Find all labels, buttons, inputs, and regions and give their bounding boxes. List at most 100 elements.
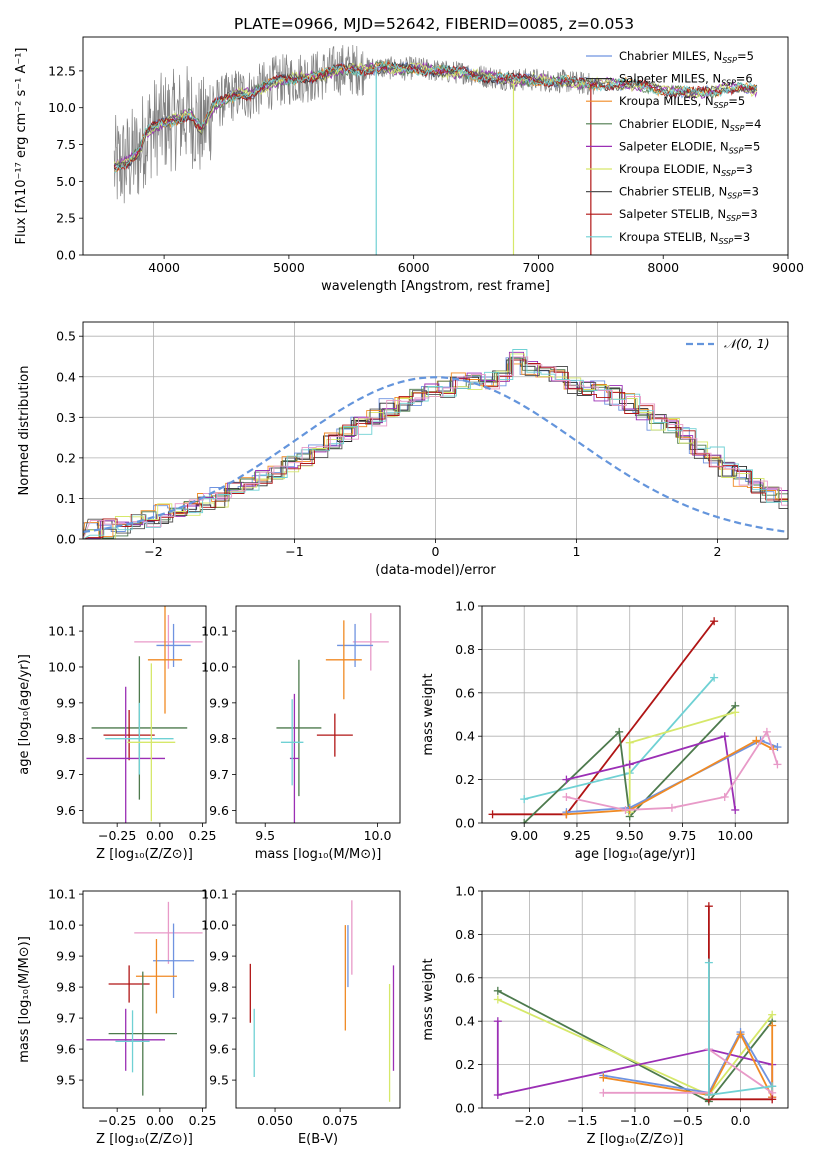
x-tick-label: 4000 bbox=[148, 260, 180, 275]
legend-label: Chabrier ELODIE, NSSP=4 bbox=[619, 117, 761, 133]
x-tick-label: 1 bbox=[573, 544, 581, 559]
residual-histogram bbox=[83, 359, 788, 539]
normal-curve bbox=[83, 376, 788, 533]
legend-label: 𝒩(0, 1) bbox=[724, 336, 770, 351]
legend-label-main: Chabrier MILES, N bbox=[619, 49, 722, 63]
x-tick-label: 0.25 bbox=[189, 828, 217, 843]
legend-label-main: Kroupa MILES, N bbox=[619, 94, 714, 108]
y-tick-label: 1.0 bbox=[455, 884, 475, 899]
y-tick-label: 9.9 bbox=[56, 695, 76, 710]
errorbar-point bbox=[108, 965, 150, 1003]
x-tick-label: −1.0 bbox=[620, 1113, 650, 1128]
panel-age-vs-mass: 9.5 10.0 9.6 9.7 9.8 9.9 10.0 10.1 mass [log₁₀(M… bbox=[201, 605, 401, 862]
y-tick-label: 0.4 bbox=[56, 369, 76, 384]
plot-area bbox=[249, 900, 395, 1102]
y-tick-label: 9.6 bbox=[209, 1042, 229, 1057]
legend-label: Chabrier MILES, NSSP=5 bbox=[619, 49, 754, 65]
legend-label-suffix: =4 bbox=[745, 117, 762, 131]
residual-histogram bbox=[83, 356, 788, 539]
x-axis-label: wavelength [Angstrom, rest frame] bbox=[321, 279, 550, 294]
x-tick-label: −1.5 bbox=[567, 1113, 597, 1128]
y-tick-label: 9.9 bbox=[56, 949, 76, 964]
mass-weight-line bbox=[492, 620, 715, 816]
panel-mass-vs-EBV: 0.050 0.075 9.5 9.6 9.7 9.8 9.9 10.0 10.1 E(B-V) bbox=[201, 887, 401, 1147]
errorbar-point bbox=[86, 686, 165, 823]
y-tick-label: 9.5 bbox=[56, 1073, 76, 1088]
y-tick-label: 0.0 bbox=[455, 816, 475, 831]
y-tick-label: 12.5 bbox=[48, 63, 76, 78]
x-tick-label: 7000 bbox=[523, 260, 555, 275]
y-tick-label: 9.8 bbox=[209, 980, 229, 995]
y-tick-label: 0.2 bbox=[455, 772, 475, 787]
x-tick-label: 0.075 bbox=[322, 1113, 358, 1128]
y-tick-label: 9.5 bbox=[209, 1073, 229, 1088]
y-axis-label: mass weight bbox=[421, 958, 436, 1040]
plot-area bbox=[83, 349, 788, 539]
x-tick-label: 9.25 bbox=[563, 828, 591, 843]
errorbar-point bbox=[108, 971, 177, 1096]
legend-label-suffix: =3 bbox=[736, 162, 753, 176]
y-tick-label: 0.8 bbox=[455, 642, 475, 657]
y-tick-label: 0.2 bbox=[455, 1057, 475, 1072]
y-tick-label: 1.0 bbox=[455, 599, 475, 614]
legend-label: Kroupa ELODIE, NSSP=3 bbox=[619, 162, 753, 178]
panel-age-vs-Z: −0.25 0.00 0.25 9.6 9.7 9.8 9.9 10.0 10.1 Z [log₁… bbox=[17, 605, 217, 862]
residual-histogram bbox=[83, 357, 788, 539]
mass-weight-line bbox=[566, 735, 737, 811]
residual-histogram bbox=[83, 356, 788, 539]
errorbar-point bbox=[325, 620, 362, 700]
y-axis-label: Normed distribution bbox=[17, 366, 32, 496]
y-tick-label: 9.8 bbox=[56, 731, 76, 746]
errorbar-point bbox=[134, 614, 203, 669]
y-tick-label: 9.6 bbox=[56, 803, 76, 818]
y-tick-label: 10.1 bbox=[201, 887, 229, 902]
x-tick-label: −2 bbox=[144, 544, 162, 559]
plot-area bbox=[488, 617, 782, 823]
legend-label-sub: SSP bbox=[726, 214, 741, 223]
mass-weight-line bbox=[566, 729, 779, 811]
panel-spectrum: 4000 5000 6000 7000 8000 9000 0.0 2.5 5.0 7.5 10.0… bbox=[14, 36, 804, 294]
errorbar-point bbox=[105, 702, 174, 775]
y-tick-label: 9.9 bbox=[209, 949, 229, 964]
y-tick-label: 10.0 bbox=[201, 918, 229, 933]
x-tick-label: 8000 bbox=[647, 260, 679, 275]
x-axis-label: Z [log₁₀(Z/Z⊙)] bbox=[96, 847, 193, 862]
errorbar-point bbox=[156, 623, 191, 667]
legend-label-suffix: =5 bbox=[743, 139, 760, 153]
y-tick-label: 9.7 bbox=[56, 767, 76, 782]
legend-label-suffix: =5 bbox=[728, 94, 745, 108]
legend-label-main: Chabrier ELODIE, N bbox=[619, 117, 730, 131]
legend-label-sub: SSP bbox=[721, 169, 736, 178]
y-tick-label: 9.7 bbox=[209, 1011, 229, 1026]
y-tick-label: 0.6 bbox=[455, 970, 475, 985]
axes-frame bbox=[82, 605, 207, 824]
legend-label-sub: SSP bbox=[730, 124, 745, 133]
axes-frame bbox=[481, 605, 789, 824]
legend-label-sub: SSP bbox=[721, 79, 736, 88]
errorbar-point bbox=[153, 923, 195, 998]
x-tick-label: 6000 bbox=[398, 260, 430, 275]
y-tick-label: 0.4 bbox=[455, 729, 475, 744]
y-tick-label: 10.0 bbox=[48, 659, 76, 674]
x-axis-label: Z [log₁₀(Z/Z⊙)] bbox=[96, 1132, 193, 1147]
errorbar-point bbox=[135, 939, 177, 1014]
axes-frame bbox=[235, 890, 401, 1109]
y-tick-label: 10.0 bbox=[201, 659, 229, 674]
y-tick-label: 0.3 bbox=[56, 410, 76, 425]
x-tick-label: 9000 bbox=[772, 260, 804, 275]
y-tick-label: 2.5 bbox=[56, 211, 76, 226]
y-tick-label: 0.2 bbox=[56, 450, 76, 465]
legend-label-suffix: =6 bbox=[736, 72, 753, 86]
legend-label: Kroupa MILES, NSSP=5 bbox=[619, 94, 745, 110]
y-tick-label: 10.0 bbox=[48, 918, 76, 933]
y-tick-label: 9.6 bbox=[56, 1042, 76, 1057]
y-tick-label: 0.5 bbox=[56, 329, 76, 344]
errorbar-point bbox=[289, 693, 299, 823]
legend-label-sub: SSP bbox=[714, 101, 729, 110]
y-tick-label: 7.5 bbox=[56, 137, 76, 152]
x-tick-label: −0.25 bbox=[98, 1113, 136, 1128]
legend-label-main: Chabrier STELIB, N bbox=[619, 185, 727, 199]
y-tick-label: 9.7 bbox=[56, 1011, 76, 1026]
axes-frame bbox=[82, 890, 207, 1109]
y-axis-label: Flux [fλ10⁻¹⁷ erg cm⁻² s⁻¹ A⁻¹] bbox=[14, 48, 29, 245]
